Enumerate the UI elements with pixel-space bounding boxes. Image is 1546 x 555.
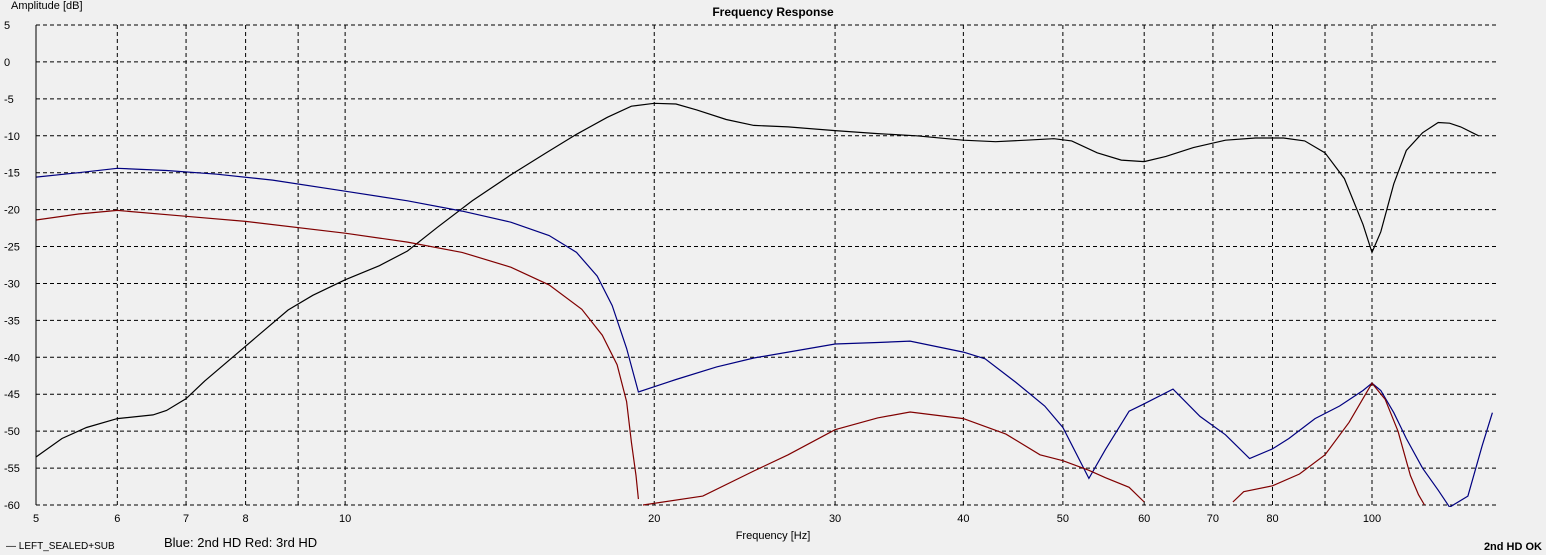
status-text: 2nd HD OK [1483, 541, 1542, 553]
x-tick-label: 80 [1266, 513, 1278, 525]
y-tick-label: -35 [4, 315, 20, 327]
y-tick-label: -45 [4, 389, 20, 401]
y-tick-label: -40 [4, 352, 20, 364]
series-line-0 [36, 102, 1479, 458]
y-tick-labels: 5 0 -5 -10 -15 -20 -25 -30 -35 -40 -45 -50 -55 -60 [4, 20, 20, 512]
x-tick-label: 50 [1057, 513, 1069, 525]
y-tick-label: -25 [4, 242, 20, 254]
y-axis-label: Amplitude [dB] [11, 0, 83, 12]
y-tick-label: -5 [4, 94, 14, 106]
x-tick-label: 20 [648, 513, 660, 525]
x-tick-label: 70 [1207, 513, 1219, 525]
series-lines [36, 102, 1493, 507]
series-line-1 [36, 167, 1493, 507]
x-tick-label: 100 [1363, 513, 1381, 525]
x-axis-label: Frequency [Hz] [735, 530, 811, 542]
y-tick-label: -50 [4, 426, 20, 438]
color-note: Blue: 2nd HD Red: 3rd HD [164, 535, 318, 550]
y-tick-label: -10 [4, 131, 20, 143]
chart-title: Frequency Response [712, 5, 834, 19]
y-tick-label: 0 [4, 57, 10, 69]
y-tick-label: -20 [4, 205, 20, 217]
x-tick-label: 40 [957, 513, 969, 525]
x-tick-label: 5 [33, 513, 39, 525]
y-tick-label: 5 [4, 20, 10, 32]
y-tick-label: -60 [4, 500, 20, 512]
x-tick-label: 8 [243, 513, 249, 525]
x-tick-label: 7 [183, 513, 189, 525]
x-tick-labels: 5 6 7 8 10 20 30 40 50 60 70 80 100 [33, 513, 1381, 525]
y-tick-label: -30 [4, 278, 20, 290]
y-tick-label: -55 [4, 463, 20, 475]
legend-entry: — LEFT_SEALED+SUB [6, 541, 115, 552]
x-tick-label: 30 [829, 513, 841, 525]
series-line-2 [36, 209, 1426, 506]
x-tick-label: 10 [339, 513, 351, 525]
x-tick-label: 6 [114, 513, 120, 525]
grid [35, 24, 1496, 506]
x-tick-label: 60 [1138, 513, 1150, 525]
y-tick-label: -15 [4, 168, 20, 180]
